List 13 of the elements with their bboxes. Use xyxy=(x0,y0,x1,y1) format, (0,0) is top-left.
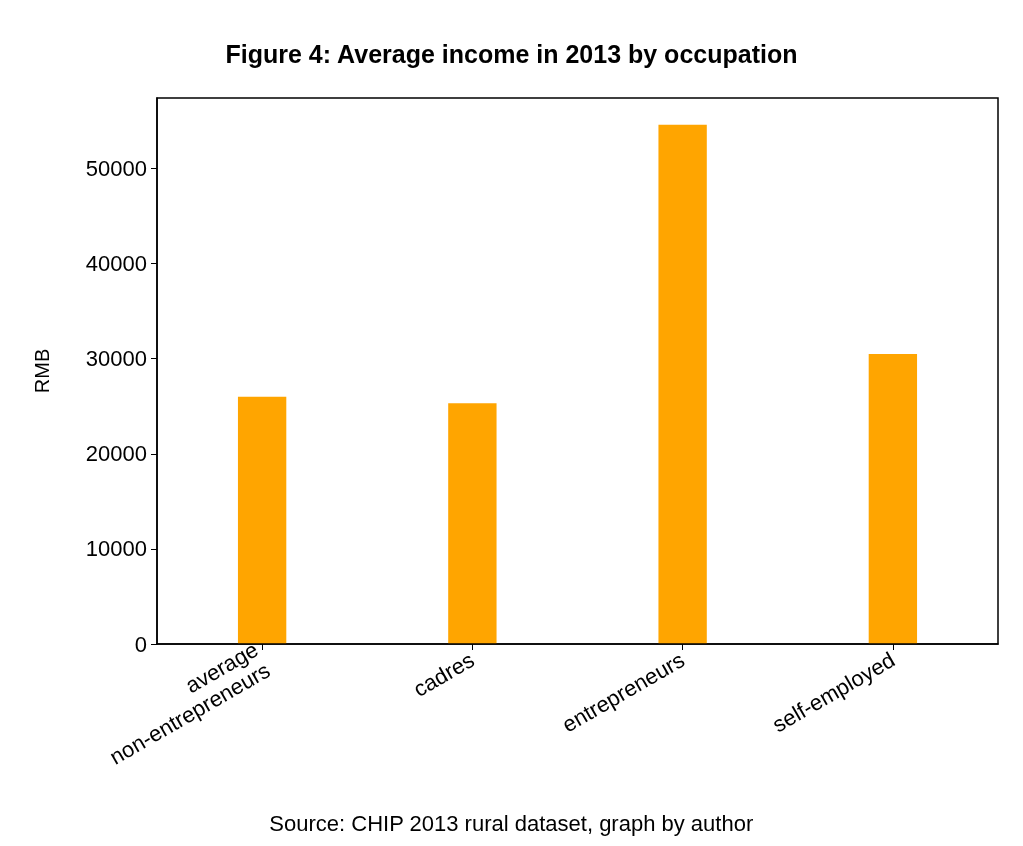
y-tick-label: 20000 xyxy=(85,441,147,467)
bar xyxy=(237,396,287,644)
bar xyxy=(658,124,707,644)
chart-title: Figure 4: Average income in 2013 by occupation xyxy=(225,39,798,68)
y-tick-label: 10000 xyxy=(85,536,147,562)
y-axis-title: RMB xyxy=(31,348,53,394)
y-tick-label: 30000 xyxy=(85,346,147,372)
bar xyxy=(868,353,918,644)
y-tick-label: 50000 xyxy=(85,155,147,181)
y-tick-label: 0 xyxy=(134,631,147,657)
source-note: Source: CHIP 2013 rural dataset, graph by author xyxy=(269,810,754,836)
bar xyxy=(448,403,497,644)
y-tick-label: 40000 xyxy=(85,251,147,277)
